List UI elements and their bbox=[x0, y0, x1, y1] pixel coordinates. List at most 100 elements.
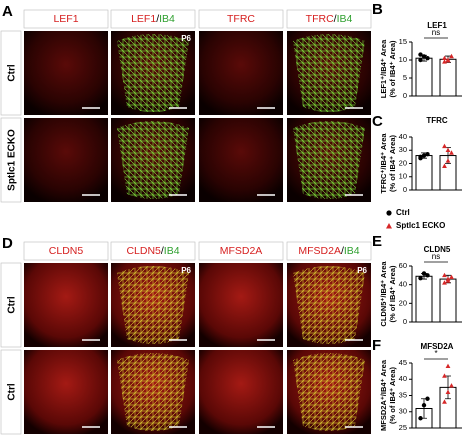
data-point bbox=[425, 56, 430, 61]
micrograph bbox=[24, 263, 108, 347]
column-header: MFSD2A bbox=[220, 245, 263, 257]
data-point bbox=[442, 143, 447, 149]
header-box bbox=[286, 241, 372, 261]
row-label: Sptlc1 ECKO bbox=[7, 129, 18, 191]
significance-label: * bbox=[434, 349, 437, 358]
data-point bbox=[442, 373, 447, 378]
column-header: TFRC/IB4 bbox=[306, 13, 353, 25]
y-tick-label: 10 bbox=[399, 172, 407, 181]
header-part: TFRC bbox=[306, 13, 334, 25]
y-tick-label: 30 bbox=[399, 407, 407, 416]
data-point bbox=[425, 152, 430, 157]
header-box bbox=[110, 241, 196, 261]
y-tick-label: 15 bbox=[399, 37, 407, 46]
data-point bbox=[449, 53, 454, 59]
row-label: Ctrl bbox=[7, 64, 18, 81]
y-axis-label: (% of IB4⁺ Area) bbox=[388, 265, 397, 323]
data-point bbox=[421, 403, 427, 408]
vessel-network bbox=[293, 121, 365, 199]
header-part: LEF1 bbox=[131, 13, 156, 25]
y-tick-label: 20 bbox=[399, 298, 407, 307]
y-tick-label: 35 bbox=[399, 390, 407, 399]
micrograph bbox=[199, 31, 283, 115]
y-tick-label: 40 bbox=[399, 374, 407, 383]
legend-label: Ctrl bbox=[396, 208, 410, 217]
row-label: Ctrl bbox=[7, 383, 18, 400]
age-label: P6 bbox=[181, 266, 191, 275]
row-label-box bbox=[0, 262, 22, 348]
header-part: CLDN5 bbox=[126, 245, 161, 257]
header-part: CLDN5 bbox=[49, 245, 84, 257]
y-tick-label: 0 bbox=[403, 185, 407, 194]
age-label: P6 bbox=[181, 34, 191, 43]
header-box bbox=[23, 9, 109, 29]
header-box bbox=[23, 241, 109, 261]
significance-label: ns bbox=[432, 252, 440, 261]
panel-letter: D bbox=[2, 235, 13, 252]
y-tick-label: 40 bbox=[399, 280, 407, 289]
row-label: Ctrl bbox=[7, 296, 18, 313]
panel-letter: A bbox=[2, 3, 13, 20]
y-axis-label: CLDN5⁺/IB4⁺ Area bbox=[379, 261, 388, 327]
data-point bbox=[418, 57, 423, 63]
header-part: / bbox=[341, 245, 344, 257]
y-axis-label: (% of IB4⁺ Area) bbox=[388, 40, 397, 98]
bar bbox=[415, 275, 433, 323]
header-box bbox=[198, 241, 284, 261]
bar bbox=[439, 278, 457, 323]
data-point bbox=[425, 396, 430, 401]
header-part: IB4 bbox=[159, 13, 175, 25]
bar bbox=[439, 58, 457, 97]
data-point bbox=[449, 274, 454, 279]
row-label-box bbox=[0, 117, 22, 203]
header-box bbox=[110, 9, 196, 29]
header-part: / bbox=[161, 245, 164, 257]
data-point bbox=[449, 150, 454, 155]
data-point bbox=[421, 153, 427, 158]
y-axis-label: (% of IB4⁺ Area) bbox=[388, 366, 397, 424]
chart-title: CLDN5 bbox=[424, 245, 451, 254]
data-point bbox=[421, 54, 427, 59]
y-axis-label: TFRC⁺/IB4⁺ Area bbox=[379, 133, 388, 194]
header-box bbox=[198, 9, 284, 29]
data-point bbox=[418, 52, 423, 57]
y-tick-label: 0 bbox=[403, 317, 407, 326]
header-part: MFSD2A bbox=[220, 245, 263, 257]
micrograph bbox=[199, 118, 283, 202]
significance-label: ns bbox=[432, 28, 440, 37]
chart-title: MFSD2A bbox=[421, 342, 454, 351]
vessel-network bbox=[117, 121, 189, 199]
vessel-network bbox=[293, 353, 365, 431]
data-point bbox=[445, 276, 451, 281]
header-part: / bbox=[334, 13, 337, 25]
header-part: IB4 bbox=[344, 245, 360, 257]
bar bbox=[415, 57, 433, 97]
header-part: / bbox=[156, 13, 159, 25]
header-part: IB4 bbox=[337, 13, 353, 25]
y-tick-label: 20 bbox=[399, 158, 407, 167]
y-axis-label: MFSD2A⁺/IB4⁺ Area bbox=[379, 359, 388, 431]
vessel-network bbox=[117, 266, 189, 344]
column-header: CLDN5/IB4 bbox=[126, 245, 179, 257]
y-tick-label: 30 bbox=[399, 145, 407, 154]
column-header: MFSD2A/IB4 bbox=[298, 245, 359, 257]
header-part: IB4 bbox=[164, 245, 180, 257]
data-point bbox=[445, 389, 451, 395]
column-header: TFRC bbox=[227, 13, 255, 25]
y-tick-label: 45 bbox=[399, 358, 407, 367]
panel-letter: E bbox=[372, 233, 382, 250]
row-label-box bbox=[0, 349, 22, 435]
header-box bbox=[286, 9, 372, 29]
row-label-box bbox=[0, 30, 22, 116]
panel-letter: B bbox=[372, 1, 383, 18]
data-point bbox=[425, 273, 430, 278]
chart-title: TFRC bbox=[426, 116, 448, 125]
micrograph bbox=[24, 118, 108, 202]
micrograph bbox=[199, 263, 283, 347]
y-tick-label: 40 bbox=[399, 132, 407, 141]
data-point bbox=[442, 272, 447, 278]
data-point bbox=[442, 280, 447, 285]
data-point bbox=[418, 154, 423, 160]
data-point bbox=[421, 271, 427, 276]
vessel-network bbox=[117, 353, 189, 431]
